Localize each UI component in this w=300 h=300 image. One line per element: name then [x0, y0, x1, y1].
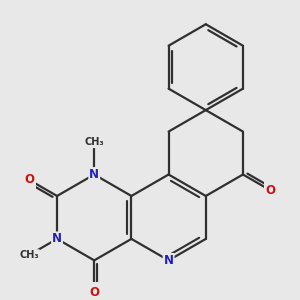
- Text: N: N: [52, 232, 62, 245]
- Text: O: O: [89, 286, 99, 299]
- Text: O: O: [24, 173, 34, 186]
- Text: N: N: [164, 254, 174, 267]
- Text: CH₃: CH₃: [84, 137, 104, 147]
- Text: O: O: [266, 184, 276, 197]
- Text: N: N: [89, 168, 99, 181]
- Text: CH₃: CH₃: [20, 250, 39, 260]
